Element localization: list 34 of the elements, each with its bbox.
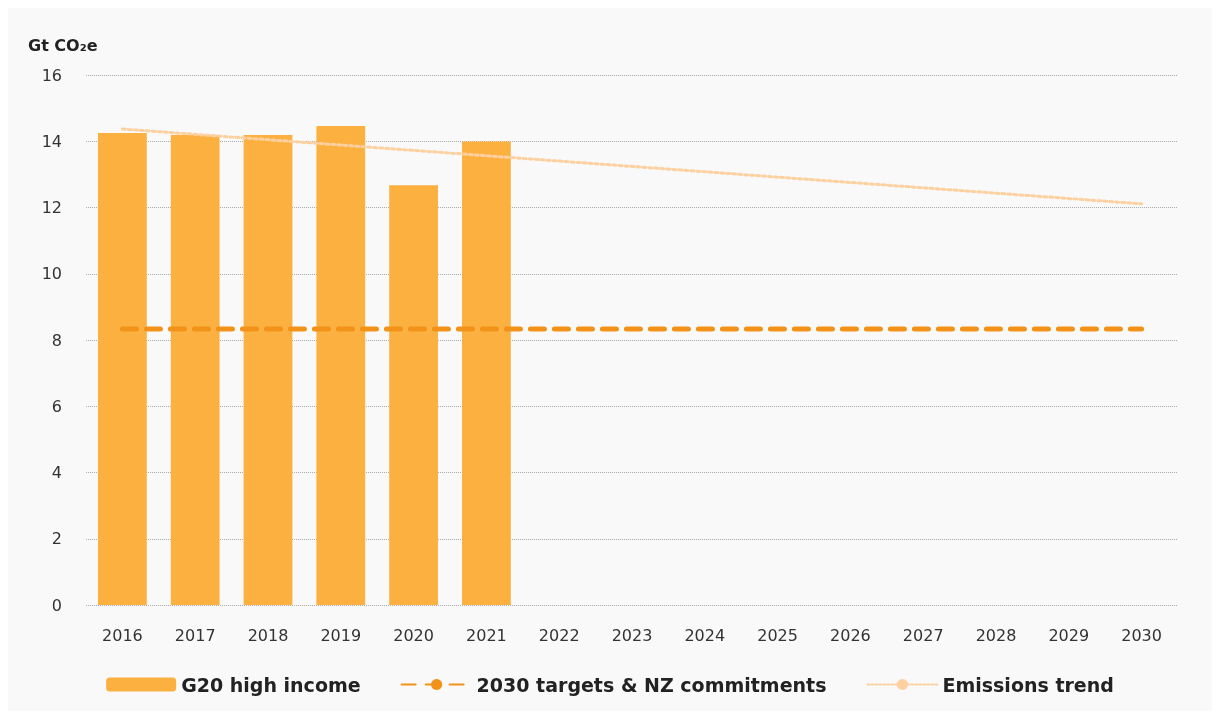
x-tick-label: 2018 bbox=[247, 625, 289, 645]
y-tick-label: 12 bbox=[41, 198, 62, 217]
bar bbox=[462, 141, 511, 605]
bar bbox=[98, 132, 147, 605]
y-tick-label: 14 bbox=[41, 131, 62, 151]
y-tick-label: 10 bbox=[41, 264, 62, 284]
bar bbox=[389, 185, 438, 605]
legend-label: 2030 targets & NZ commitments bbox=[476, 673, 827, 696]
legend-label: G20 high income bbox=[181, 673, 361, 696]
x-tick-label: 2029 bbox=[1048, 625, 1090, 645]
x-tick-label: 2028 bbox=[975, 625, 1017, 645]
y-tick-label: 6 bbox=[51, 396, 62, 416]
bar bbox=[243, 134, 293, 605]
bar bbox=[316, 126, 366, 605]
y-tick-label: 0 bbox=[51, 595, 62, 615]
y-tick-label: 4 bbox=[51, 463, 62, 482]
y-tick-label: 8 bbox=[51, 330, 62, 350]
x-tick-label: 2021 bbox=[466, 625, 507, 645]
x-tick-label: 2020 bbox=[393, 625, 434, 645]
x-tick-label: 2022 bbox=[538, 625, 580, 645]
x-tick-label: 2025 bbox=[757, 625, 798, 645]
x-tick-label: 2023 bbox=[611, 625, 653, 645]
y-tick-label: 16 bbox=[41, 65, 62, 85]
bar bbox=[170, 134, 220, 605]
x-tick-label: 2017 bbox=[174, 625, 216, 645]
x-tick-label: 2027 bbox=[902, 625, 944, 645]
x-tick-label: 2024 bbox=[684, 625, 726, 645]
y-axis-title: Gt CO₂e bbox=[28, 35, 98, 55]
legend-label: Emissions trend bbox=[942, 673, 1114, 696]
x-tick-label: 2026 bbox=[830, 625, 871, 645]
x-tick-label: 2019 bbox=[320, 625, 362, 645]
y-tick-label: 2 bbox=[51, 529, 62, 549]
x-tick-label: 2030 bbox=[1121, 625, 1162, 645]
x-tick-label: 2016 bbox=[102, 625, 143, 645]
